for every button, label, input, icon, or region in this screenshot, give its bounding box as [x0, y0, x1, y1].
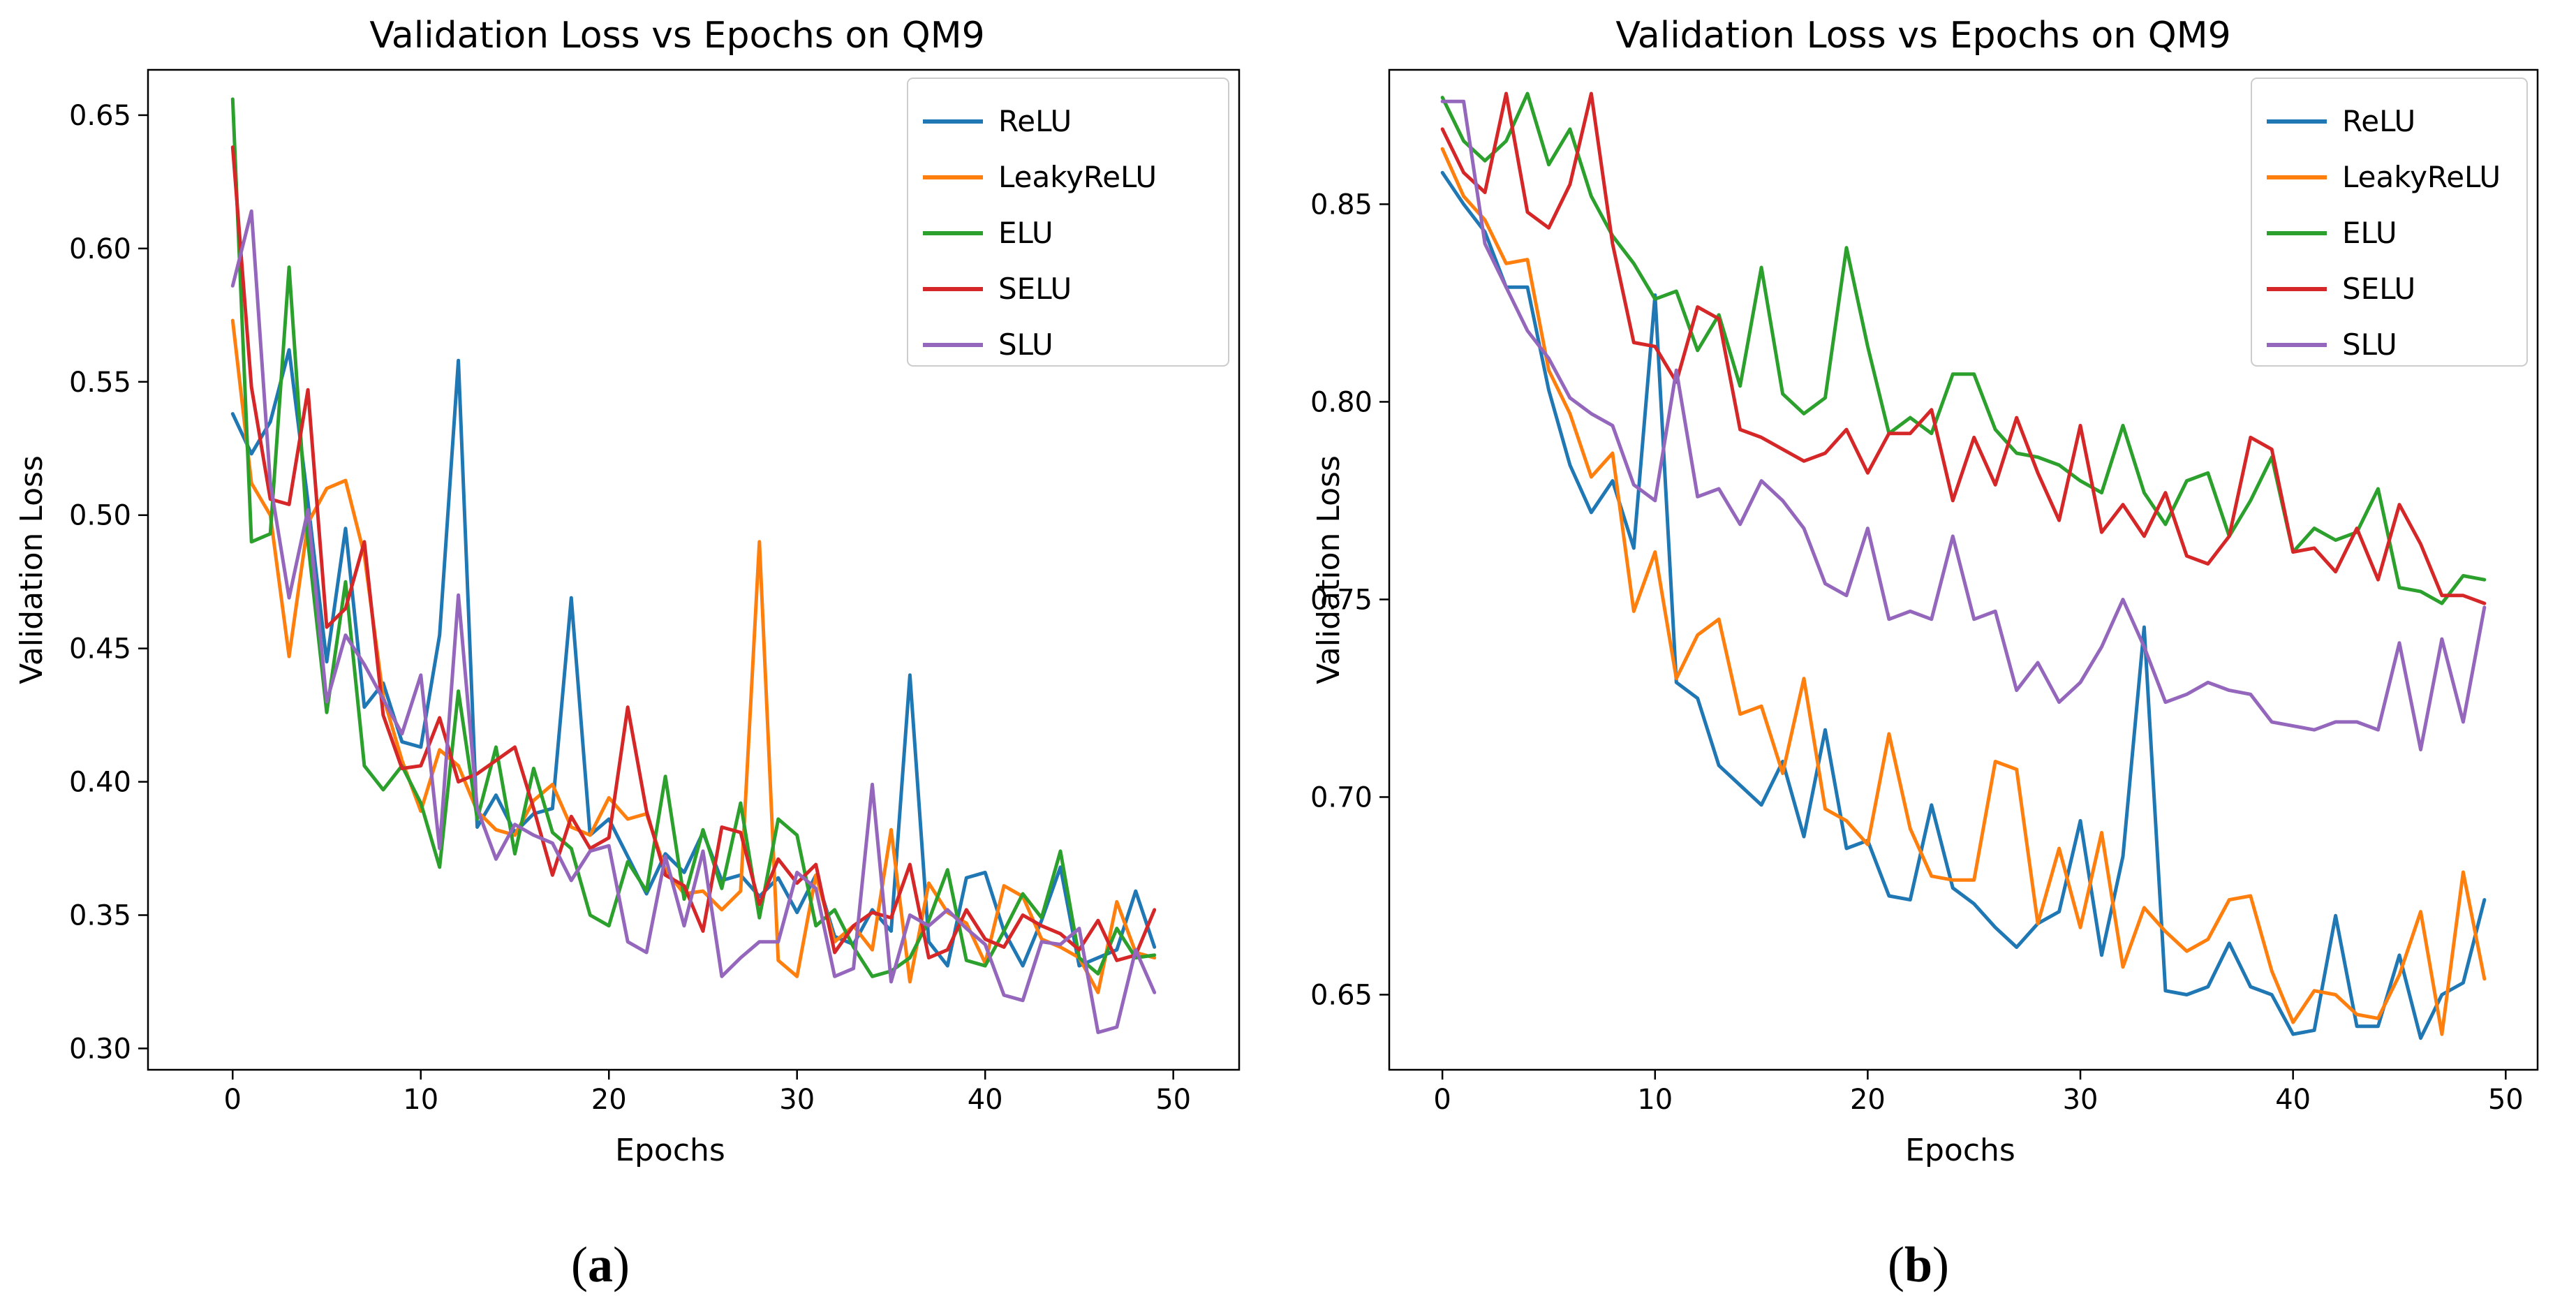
- y-tick-label: 0.50: [69, 500, 131, 532]
- plot-area: [1388, 68, 2539, 1071]
- x-tick-label: 50: [1155, 1084, 1191, 1116]
- legend-label-elu: ELU: [998, 216, 1053, 250]
- plot-area: [147, 68, 1241, 1071]
- x-tick-label: 30: [2063, 1084, 2098, 1116]
- x-tick-label: 40: [968, 1084, 1003, 1116]
- y-tick-label: 0.65: [1310, 979, 1372, 1011]
- y-tick-label: 0.35: [69, 900, 131, 932]
- legend: ReLU LeakyReLU ELU SELU SLU: [907, 78, 1229, 367]
- legend-label-leakyrelu: LeakyReLU: [998, 160, 1157, 194]
- series-line-slu: [230, 209, 1157, 1034]
- y-tick-label: 0.30: [69, 1033, 131, 1065]
- y-tick-label: 0.65: [69, 100, 131, 132]
- axis-ticks: 0 10 20 30 40 50 0.30 0.35 0.40 0.45 0.50 0.55 0.60 0…: [69, 100, 1191, 1116]
- x-tick-label: 10: [403, 1084, 438, 1116]
- y-axis-label: Validation Loss: [14, 455, 50, 684]
- legend-label-leakyrelu: LeakyReLU: [2342, 160, 2501, 194]
- series-line-selu: [230, 145, 1157, 962]
- series-line-slu: [1440, 99, 2487, 751]
- y-tick-label: 0.55: [69, 367, 131, 399]
- legend-label-slu: SLU: [2342, 327, 2397, 362]
- x-tick-label: 20: [1850, 1084, 1886, 1116]
- y-tick-label: 0.40: [69, 767, 131, 799]
- y-axis-label: Validation Loss: [1311, 455, 1347, 684]
- caption-b: (b): [1888, 1237, 1949, 1293]
- chart-title: Validation Loss vs Epochs on QM9: [1615, 15, 2230, 57]
- y-tick-label: 0.70: [1310, 781, 1372, 814]
- legend-label-selu: SELU: [2342, 272, 2415, 306]
- legend-label-selu: SELU: [998, 272, 1072, 306]
- x-tick-label: 30: [779, 1084, 815, 1116]
- x-tick-label: 20: [591, 1084, 627, 1116]
- series-line-relu: [230, 348, 1157, 968]
- legend-label-slu: SLU: [998, 327, 1053, 362]
- x-tick-label: 10: [1637, 1084, 1673, 1116]
- legend-label-relu: ReLU: [2342, 104, 2415, 138]
- x-tick-label: 0: [224, 1084, 242, 1116]
- chart-panel-b: Validation Loss vs Epochs on QM9 0 10 20 30…: [1310, 15, 2539, 1168]
- y-tick-label: 0.80: [1310, 386, 1372, 418]
- series-lines: [1440, 91, 2487, 1040]
- legend-label-relu: ReLU: [998, 104, 1072, 138]
- axis-ticks: 0 10 20 30 40 50 0.65 0.70 0.75 0.80 0.85: [1310, 189, 2524, 1116]
- series-line-leakyrelu: [1440, 147, 2487, 1036]
- legend: ReLU LeakyReLU ELU SELU SLU: [2251, 78, 2528, 367]
- chart-title: Validation Loss vs Epochs on QM9: [369, 15, 984, 57]
- x-axis-label: Epochs: [1905, 1133, 2015, 1168]
- chart-panel-a: Validation Loss vs Epochs on QM9 0 10 20 30…: [14, 15, 1241, 1168]
- legend-box: [2251, 78, 2528, 367]
- x-axis-label: Epochs: [615, 1133, 725, 1168]
- series-line-elu: [1440, 91, 2487, 605]
- caption-a: (a): [571, 1237, 630, 1293]
- y-tick-label: 0.60: [69, 233, 131, 265]
- y-tick-label: 0.75: [1310, 584, 1372, 616]
- x-tick-label: 0: [1433, 1084, 1451, 1116]
- series-line-selu: [1440, 91, 2487, 605]
- series-line-elu: [230, 97, 1157, 978]
- y-tick-label: 0.45: [69, 633, 131, 665]
- x-tick-label: 50: [2488, 1084, 2524, 1116]
- x-tick-label: 40: [2275, 1084, 2311, 1116]
- legend-box: [907, 78, 1229, 367]
- y-tick-label: 0.85: [1310, 189, 1372, 221]
- series-lines: [230, 97, 1157, 1034]
- legend-label-elu: ELU: [2342, 216, 2397, 250]
